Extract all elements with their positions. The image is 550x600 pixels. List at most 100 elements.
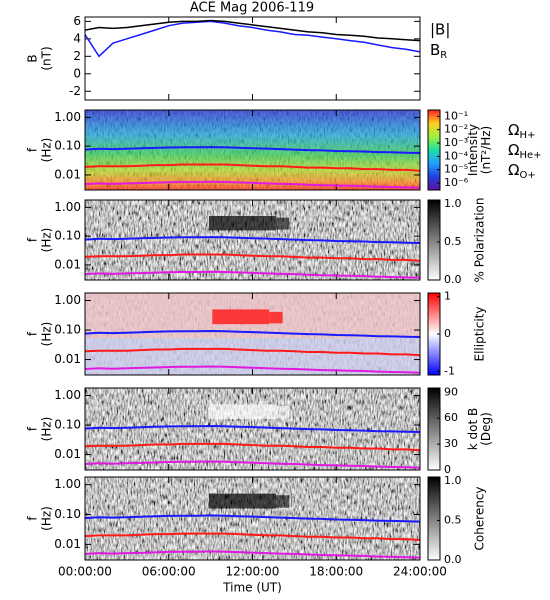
y-tick-label: 0.10: [54, 323, 81, 337]
y-tick-label: 1.00: [54, 388, 81, 402]
plot-frame: [84, 16, 421, 101]
y-axis-label: f: [26, 516, 40, 521]
x-tick-label: 18:00:00: [309, 565, 363, 579]
spectrogram-texture: [85, 293, 420, 375]
colorbar-label: % Polarization: [473, 198, 487, 283]
series-line: [84, 550, 421, 559]
y-tick-label: 0.10: [54, 229, 81, 243]
series-line: [84, 270, 421, 279]
series-line: [84, 365, 421, 374]
y-axis-label: B: [26, 54, 40, 62]
colorbar: [427, 476, 441, 561]
y-axis-label: f: [26, 237, 40, 242]
colorbar-tick-label: 0.0: [444, 553, 462, 566]
colorbar-tick-label: 0.0: [444, 273, 462, 286]
y-axis-label: f: [26, 426, 40, 431]
y-tick-label: 0: [73, 66, 81, 80]
colorbar-tick-label: 1: [444, 290, 451, 303]
spectrogram-texture: [85, 110, 420, 190]
plot-frame: [84, 476, 421, 561]
plot-frame: [84, 292, 421, 376]
y-tick-label: 0.10: [54, 507, 81, 521]
y-tick-label: 0.01: [54, 537, 81, 551]
y-axis-label: (nT): [40, 46, 54, 70]
spectrogram-image: [85, 477, 420, 560]
y-tick-label: 1.00: [54, 477, 81, 491]
y-tick-label: 1.00: [54, 293, 81, 307]
colorbar-tick-label: 10⁻⁶: [444, 176, 469, 189]
spectrogram-feature: [269, 311, 283, 324]
series-line: [84, 236, 421, 244]
spectrogram-image: [85, 388, 420, 470]
legend-label: ΩHe+: [508, 141, 542, 162]
y-tick-label: 1.00: [54, 200, 81, 214]
y-tick-label: 0.10: [54, 139, 81, 153]
series-line: [84, 180, 421, 189]
colorbar-tick-label: 0: [444, 327, 451, 340]
y-axis-label: (Hz): [40, 228, 54, 253]
y-axis-label: (Hz): [40, 506, 54, 531]
spectrogram-feature: [275, 217, 290, 230]
colorbar-tick-label: 0: [444, 463, 451, 476]
series-line: [84, 163, 421, 172]
series-line: [84, 329, 421, 338]
y-tick-label: 0.01: [54, 352, 81, 366]
y-tick-label: 0.01: [54, 257, 81, 271]
y-tick-label: 4: [73, 31, 81, 45]
colorbar-tick-label: 1.0: [444, 197, 462, 210]
y-tick-label: -2: [69, 84, 81, 98]
colorbar: [427, 387, 441, 471]
y-axis-label: (Hz): [40, 417, 54, 442]
colorbar-tick-label: 1.0: [444, 474, 462, 487]
y-axis-label: (Hz): [40, 138, 54, 163]
series-line: [84, 514, 421, 523]
series-line: [84, 347, 421, 357]
colorbar-tick-label: 10⁻³: [444, 136, 468, 149]
colorbar-label: Intensity: [466, 124, 480, 176]
colorbar-tick-label: -1: [444, 364, 455, 377]
colorbar-label: (Deg): [479, 412, 493, 446]
series-line: [84, 19, 421, 42]
y-tick-label: 2: [73, 49, 81, 63]
spectrogram-feature: [208, 216, 276, 231]
series-line: [84, 424, 421, 433]
x-tick-label: 00:00:00: [58, 565, 112, 579]
colorbar-label: Coherency: [473, 486, 487, 550]
colorbar-tick-label: 0.5: [444, 513, 462, 526]
colorbar-tick-label: 10⁻²: [444, 123, 468, 136]
series-line: [84, 146, 421, 154]
y-tick-label: 6: [73, 14, 81, 28]
y-axis-label: (Hz): [40, 322, 54, 347]
y-axis-label: f: [26, 331, 40, 336]
spectrogram-feature: [208, 493, 276, 509]
colorbar-tick-label: 30: [444, 437, 458, 450]
spectrogram-feature: [208, 404, 276, 420]
legend-label: ΩH+: [508, 121, 535, 142]
colorbar-tick-label: 60: [444, 411, 458, 424]
legend-label: BR: [430, 41, 447, 62]
spectrogram-feature: [212, 309, 270, 325]
x-tick-label: 24:00:00: [393, 565, 447, 579]
chart-title: ACE Mag 2006-119: [190, 1, 314, 16]
x-tick-label: 06:00:00: [142, 565, 196, 579]
colorbar-tick-label: 0.5: [444, 235, 462, 248]
colorbar-tick-label: 10⁻⁵: [444, 163, 468, 176]
series-line: [84, 20, 421, 58]
spectrogram-image: [85, 200, 420, 280]
spectrogram-feature: [275, 495, 290, 508]
colorbar-label: (nT²/Hz): [479, 126, 493, 174]
series-line: [84, 442, 421, 452]
series-line: [84, 460, 421, 469]
plot-frame: [84, 109, 421, 191]
colorbar: [427, 109, 441, 191]
legend-label: |B|: [430, 21, 450, 39]
y-tick-label: 0.01: [54, 167, 81, 181]
colorbar-label: Ellipticity: [473, 307, 487, 362]
colorbar-tick-label: 10⁻¹: [444, 109, 468, 122]
y-tick-label: 0.10: [54, 418, 81, 432]
series-line: [84, 532, 421, 541]
plot-frame: [84, 387, 421, 471]
colorbar-tick-label: 10⁻⁴: [444, 149, 469, 162]
colorbar-label: k dot B: [466, 408, 480, 450]
